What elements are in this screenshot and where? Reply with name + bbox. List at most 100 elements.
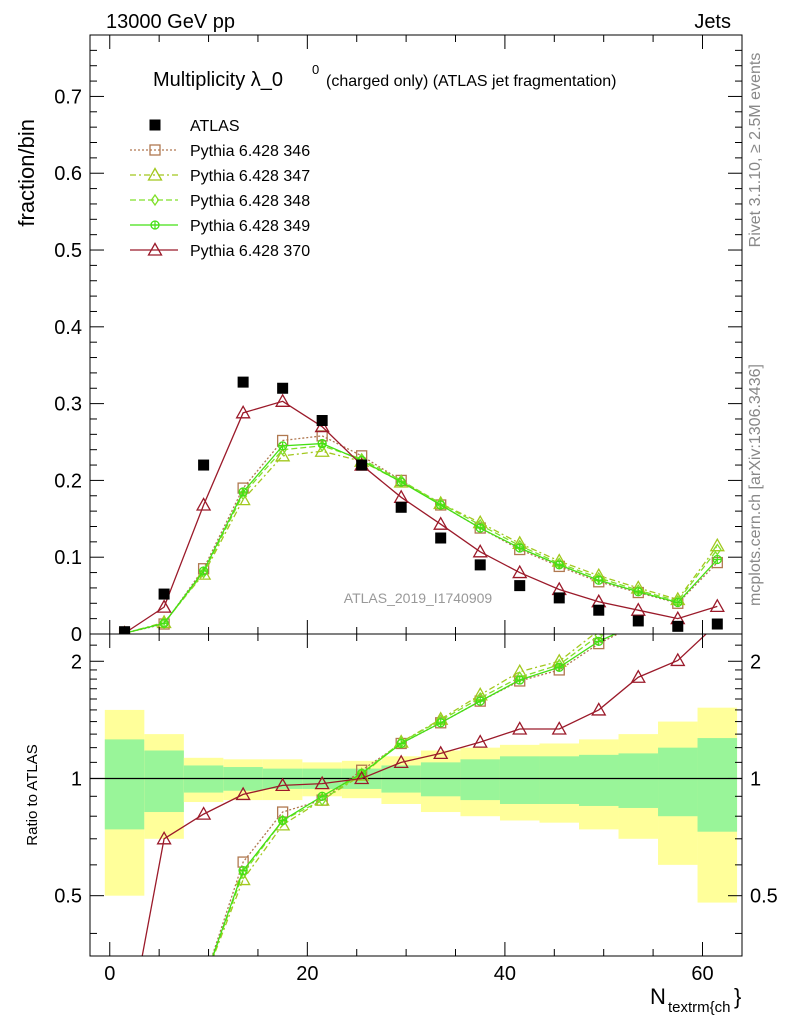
atlas-point-15 [711,618,723,630]
title-main: Multiplicity λ_0 [153,69,283,91]
ratio-4-point-4 [275,777,291,792]
series-line-1 [124,450,718,634]
main-plot-area [118,376,725,634]
ratio-4-point-1 [156,830,172,845]
series-4-point-2 [195,497,212,511]
series-1-point-4 [275,448,291,462]
series-3-point-7 [396,477,406,487]
ratio-tick-label-left: 2 [71,651,82,673]
legend-label-3: Pythia 6.428 349 [190,218,310,235]
y-tick-label: 0.2 [54,470,82,492]
ratio-3-point-9 [475,696,485,706]
x-axis-label: N textrm{ch } [650,984,741,1016]
atlas-point-8 [435,532,447,544]
ratio-4-point-6 [354,770,370,785]
ratio-3-point-3 [238,865,248,876]
series-3-point-2 [198,566,209,576]
y-axis-label: fraction/bin [14,119,39,227]
chart-title: Multiplicity λ_0 0 (charged only) (ATLAS… [153,62,617,91]
legend-label-atlas: ATLAS [190,118,240,135]
series-3-point-1 [159,618,169,628]
series-3-point-9 [475,523,485,533]
series-4-point-15 [709,598,725,613]
ratio-tick-label-left: 1 [71,768,82,790]
series-line-2 [124,445,718,634]
legend-label-2: Pythia 6.428 348 [190,193,310,210]
ratio-3-point-7 [396,738,406,749]
ratio-4-point-3 [235,786,251,801]
ratio-4-point-10 [512,721,528,735]
atlas-point-0 [119,626,131,634]
series-4-point-9 [472,544,488,558]
atlas-point-1 [158,588,170,600]
atlas-point-10 [514,580,526,592]
ratio-4-point-9 [472,734,488,748]
ratio-4-point-7 [393,754,409,769]
legend-label-4: Pythia 6.428 370 [190,243,310,260]
main-series-group [118,376,725,634]
series-4-point-8 [433,516,449,530]
uncertainty-inner-1 [144,750,184,813]
header-right: Jets [694,11,731,33]
legend-marker-1 [147,167,163,181]
y-tick-label: 0.6 [54,163,82,185]
series-3-point-10 [515,543,525,553]
series-3-point-5 [317,438,327,449]
series-3-point-4 [277,441,288,451]
x-tick-label: 60 [691,963,713,985]
uncertainty-inner-12 [579,754,619,806]
x-tick-label: 40 [494,963,516,985]
legend-label-1: Pythia 6.428 347 [190,168,310,185]
ratio-tick-label-right: 1 [750,768,761,790]
series-1-point-15 [709,537,725,552]
ratio-4-point-2 [195,806,212,820]
x-tick-label: 20 [296,963,318,985]
side-label-rivet: Rivet 3.1.10, ≥ 2.5M events [747,53,764,248]
ratio-4-point-11 [551,721,567,735]
atlas-point-7 [395,501,407,513]
ratio-3-point-10 [515,675,525,685]
ratio-line-3 [212,634,617,956]
x-label-close: } [734,984,741,1009]
legend-label-0: Pythia 6.428 346 [190,143,310,160]
series-3-point-14 [673,597,683,608]
atlas-point-14 [672,620,684,632]
ratio-tick-label-left: 0.5 [54,886,82,908]
ratio-frame [89,633,743,957]
uncertainty-inner-8 [420,762,461,797]
legend-marker-0 [149,144,161,156]
series-3-point-13 [633,587,643,597]
ratio-4-point-12 [591,702,607,716]
uncertainty-inner-13 [618,753,659,808]
ratio-plot-area [90,634,742,956]
series-4-point-4 [275,393,291,407]
ratio-4-point-14 [670,652,686,667]
ratio-4-point-13 [630,669,646,683]
legend-marker-3 [150,220,160,230]
y-tick-label: 0 [71,624,82,646]
series-2-point-1 [159,617,169,630]
series-1-point-5 [314,443,330,457]
series-4-point-13 [630,602,646,616]
y-tick-label: 0.4 [54,317,82,339]
ratio-series-group [90,634,742,956]
watermark: ATLAS_2019_I1740909 [344,590,493,606]
legend-marker-4 [147,242,163,256]
x-label-sub: textrm{ch [668,999,731,1016]
atlas-point-2 [198,459,210,471]
uncertainty-inner-11 [539,756,579,804]
atlas-point-11 [553,592,565,604]
legend: ATLAS Pythia 6.428 346 Pythia 6.428 347 Pyt… [130,118,310,260]
series-3-point-15 [712,554,722,565]
atlas-point-3 [237,376,249,388]
x-label-main: N [650,984,666,1009]
x-tick-label: 0 [104,963,115,985]
y-tick-label: 0.7 [54,86,82,108]
header-left: 13000 GeV pp [106,11,235,33]
ratio-3-point-8 [436,718,446,728]
legend-marker-2 [150,193,160,207]
ratio-4-point-5 [314,775,330,790]
title-superscript: 0 [312,62,319,77]
ratio-tick-label-right: 2 [750,651,761,673]
